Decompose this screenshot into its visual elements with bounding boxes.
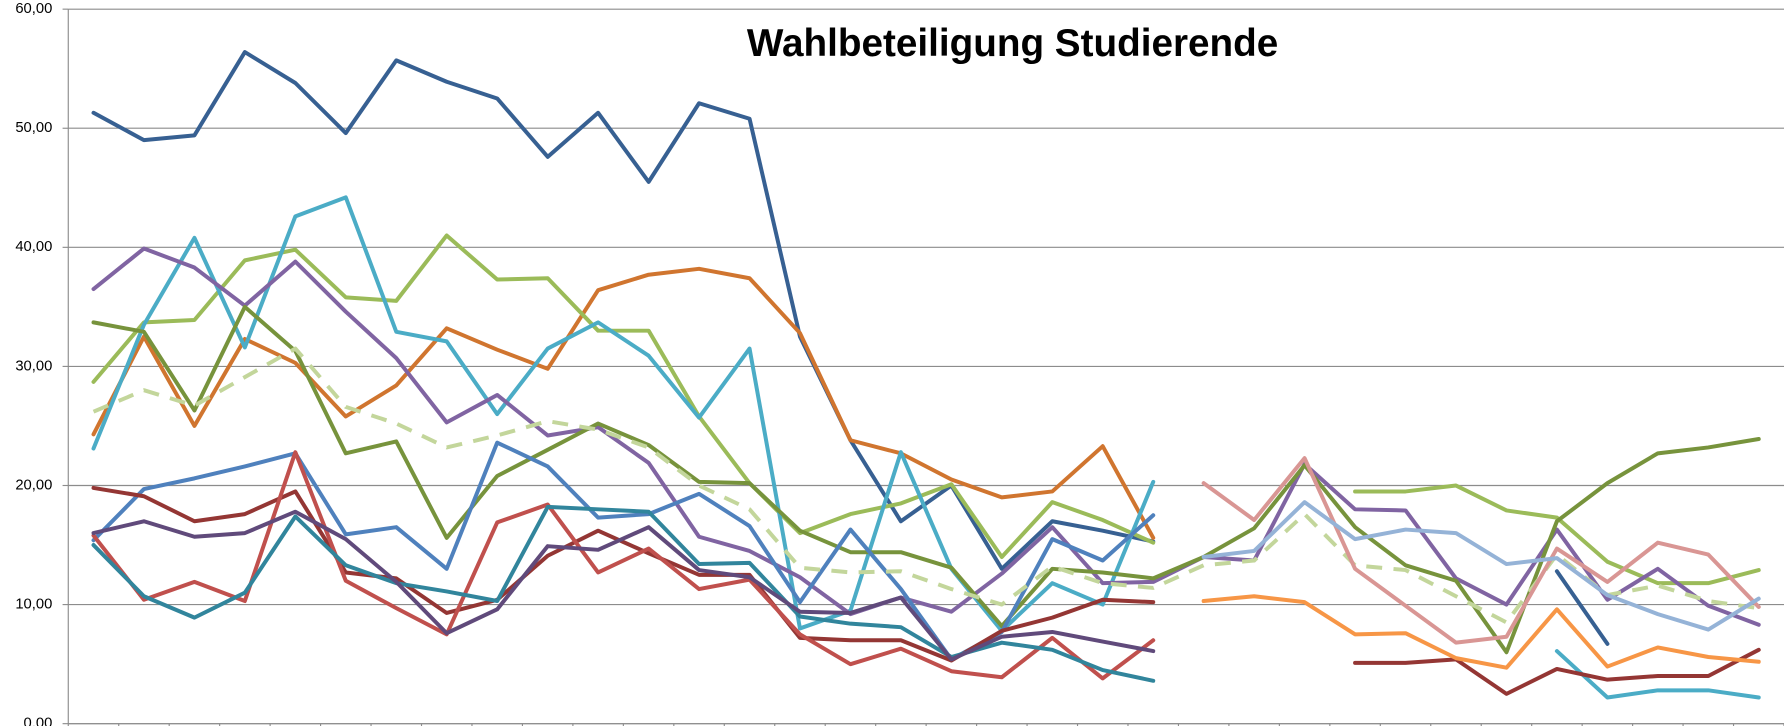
lines: [91, 50, 1761, 700]
series-line: [91, 509, 1156, 662]
series-line: [91, 504, 1156, 683]
series-line: [1554, 569, 1610, 646]
y-tick-label: 20,00: [15, 477, 52, 493]
series-line: [1201, 594, 1761, 670]
series-line: [1201, 500, 1761, 632]
grid: 0,00 10,00 20,00 30,00 40,00 50,00 60,00: [15, 1, 1784, 726]
y-tick-label: 40,00: [15, 239, 52, 255]
series-line: [1201, 456, 1761, 645]
series-line: [1353, 483, 1761, 586]
series-line: [1554, 649, 1761, 700]
series-line: [91, 246, 1761, 627]
series-line: [1353, 647, 1761, 696]
y-tick-label: 30,00: [15, 358, 52, 374]
y-tick-label: 60,00: [15, 1, 52, 17]
series-line: [91, 450, 1156, 681]
chart-title: Wahlbeteiligung Studierende: [747, 22, 1278, 65]
series-line: [91, 233, 1156, 559]
series-line: [91, 440, 1156, 662]
series-line: [91, 50, 1156, 571]
series-line: [91, 304, 1761, 655]
series-line: [91, 485, 1156, 663]
y-tick-label: 10,00: [15, 596, 52, 612]
y-tick-label: 50,00: [15, 120, 52, 136]
series-line: [92, 346, 1760, 625]
series-line: [91, 266, 1156, 540]
y-tick-label: 0,00: [24, 716, 53, 726]
series-line: [91, 195, 1156, 633]
